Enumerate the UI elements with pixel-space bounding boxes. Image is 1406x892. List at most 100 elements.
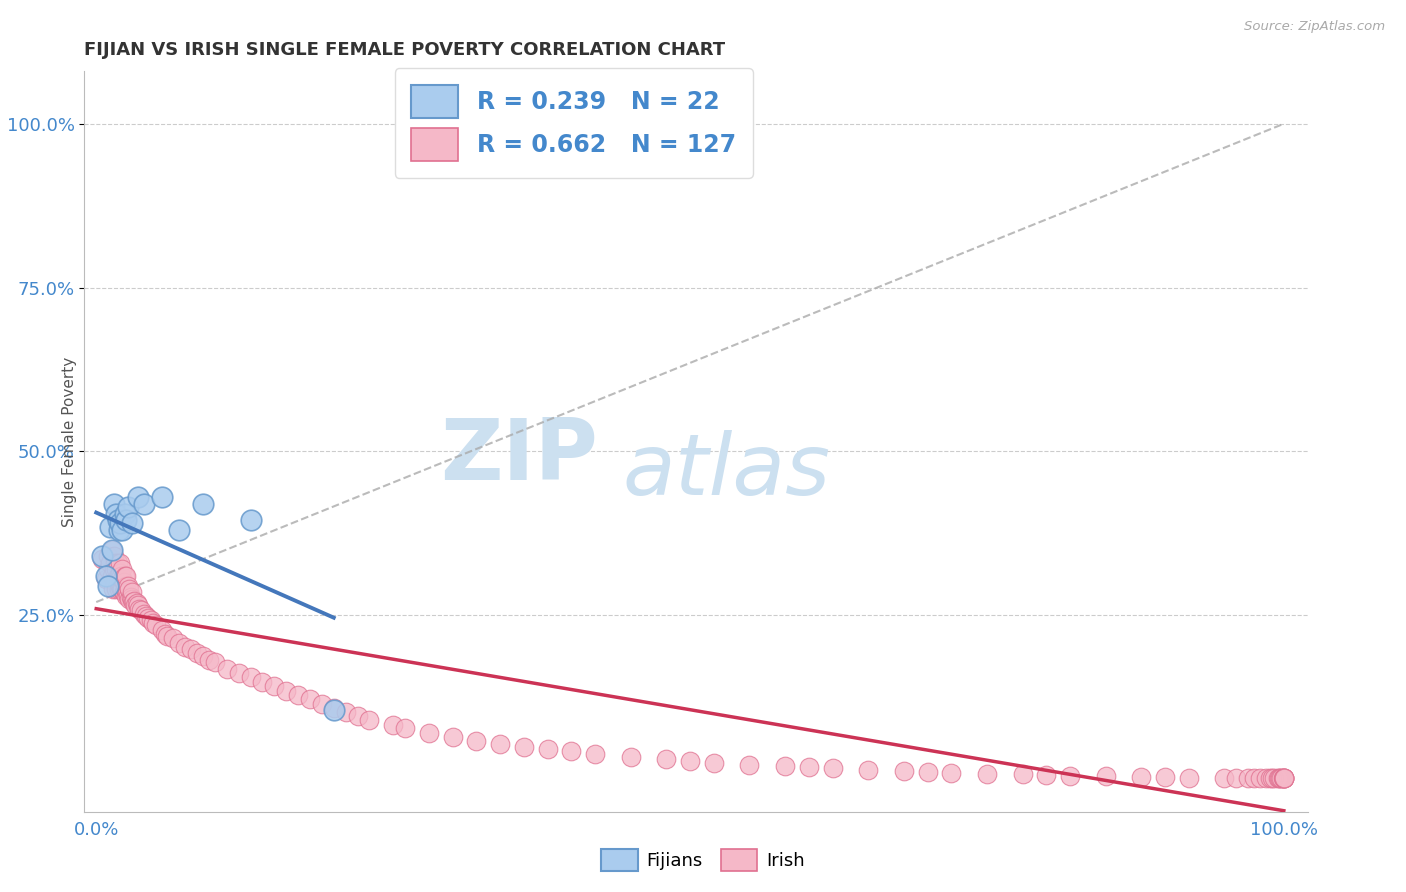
Point <box>153 626 176 640</box>
Point <box>738 757 761 772</box>
Point <box>239 513 262 527</box>
Point <box>215 662 238 676</box>
Point <box>893 764 915 778</box>
Point <box>298 692 321 706</box>
Point <box>513 739 536 754</box>
Point <box>118 582 141 596</box>
Point <box>489 737 512 751</box>
Point <box>107 569 129 583</box>
Point <box>1272 772 1295 786</box>
Point <box>114 569 136 583</box>
Point <box>1272 772 1295 786</box>
Point <box>111 572 134 586</box>
Legend: R = 0.239   N = 22, R = 0.662   N = 127: R = 0.239 N = 22, R = 0.662 N = 127 <box>395 69 752 178</box>
Point <box>107 523 129 537</box>
Point <box>156 629 179 643</box>
Point <box>560 744 582 758</box>
Point <box>112 575 135 590</box>
Point <box>110 582 132 596</box>
Point <box>118 591 141 606</box>
Point <box>655 752 678 766</box>
Point <box>1225 771 1247 785</box>
Point <box>773 759 796 773</box>
Point <box>1258 772 1281 786</box>
Point <box>186 646 208 660</box>
Point <box>703 756 725 770</box>
Point <box>131 603 153 617</box>
Point <box>117 500 139 514</box>
Point <box>94 572 117 586</box>
Point <box>114 507 136 521</box>
Point <box>132 607 155 621</box>
Point <box>1272 772 1295 786</box>
Point <box>1263 772 1285 786</box>
Point <box>917 765 939 780</box>
Point <box>1267 772 1289 786</box>
Point <box>121 516 143 531</box>
Point <box>107 556 129 570</box>
Point <box>94 569 117 583</box>
Point <box>122 593 145 607</box>
Point <box>108 516 131 531</box>
Point <box>1178 771 1201 785</box>
Point <box>135 609 157 624</box>
Point <box>111 582 134 596</box>
Point <box>1270 772 1292 786</box>
Text: atlas: atlas <box>623 430 831 513</box>
Point <box>441 730 464 744</box>
Point <box>1271 772 1294 786</box>
Point <box>114 582 136 596</box>
Point <box>124 599 146 613</box>
Point <box>145 618 167 632</box>
Point <box>1270 772 1292 786</box>
Point <box>191 648 214 663</box>
Point <box>1213 771 1236 785</box>
Point <box>104 556 127 570</box>
Point <box>138 611 160 625</box>
Point <box>1059 769 1081 783</box>
Point <box>335 705 357 719</box>
Point <box>125 596 148 610</box>
Point <box>121 585 143 599</box>
Point <box>128 601 150 615</box>
Point <box>97 562 120 576</box>
Point <box>100 542 122 557</box>
Point <box>100 556 122 570</box>
Point <box>583 747 606 761</box>
Point <box>121 591 143 606</box>
Point <box>108 566 131 580</box>
Point <box>976 766 998 780</box>
Point <box>91 549 114 564</box>
Point <box>180 642 202 657</box>
Point <box>111 523 134 537</box>
Point <box>311 697 333 711</box>
Point <box>105 507 128 521</box>
Point <box>465 734 488 748</box>
Point <box>169 635 191 649</box>
Point <box>941 766 963 780</box>
Point <box>115 569 138 583</box>
Point <box>1243 771 1265 785</box>
Point <box>127 490 149 504</box>
Point <box>1249 772 1271 786</box>
Point <box>122 595 145 609</box>
Point <box>536 742 558 756</box>
Point <box>104 575 127 590</box>
Point <box>117 589 139 603</box>
Point <box>174 640 197 654</box>
Point <box>1261 772 1284 786</box>
Point <box>97 549 120 564</box>
Point <box>856 763 879 777</box>
Text: ZIP: ZIP <box>440 415 598 498</box>
Text: Source: ZipAtlas.com: Source: ZipAtlas.com <box>1244 20 1385 33</box>
Point <box>239 670 262 684</box>
Point <box>1268 772 1291 786</box>
Point <box>105 582 128 596</box>
Point <box>1237 771 1260 785</box>
Point <box>1272 772 1295 786</box>
Point <box>108 579 131 593</box>
Point <box>797 760 820 774</box>
Point <box>103 562 125 576</box>
Point <box>252 675 274 690</box>
Point <box>112 585 135 599</box>
